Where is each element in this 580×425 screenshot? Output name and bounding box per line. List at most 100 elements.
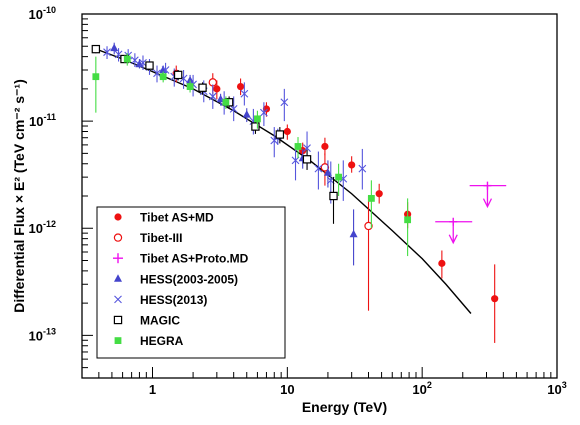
- x-tick-label: 10: [280, 382, 294, 397]
- marker-shape: [358, 164, 367, 173]
- legend-entry: Tibet AS+MD: [114, 211, 214, 225]
- legend-entry: Tibet AS+Proto.MD: [113, 252, 249, 266]
- marker-shape: [103, 48, 111, 57]
- series-magic: [91, 44, 338, 224]
- marker-shape: [186, 83, 194, 91]
- marker-shape: [303, 144, 311, 152]
- data-point: [236, 83, 245, 91]
- marker-shape: [173, 70, 183, 80]
- data-point: [335, 173, 342, 181]
- data-point: [375, 190, 383, 198]
- data-point: [491, 295, 499, 303]
- data-point: [321, 142, 329, 151]
- legend-entry: Tibet-III: [113, 231, 182, 245]
- data-point: [320, 163, 330, 172]
- data-point: [449, 217, 458, 226]
- data-point: [153, 69, 161, 78]
- data-point: [259, 108, 268, 117]
- marker-shape: [213, 85, 221, 93]
- marker-shape: [229, 105, 238, 113]
- marker-shape: [159, 73, 167, 81]
- data-point: [294, 143, 302, 150]
- data-point: [254, 115, 261, 123]
- data-point: [302, 155, 312, 164]
- marker-shape: [123, 55, 131, 63]
- marker-shape: [113, 233, 123, 242]
- data-point: [438, 259, 446, 267]
- data-point: [280, 98, 289, 107]
- data-point: [404, 216, 412, 224]
- data-point: [348, 161, 356, 169]
- marker-shape: [236, 83, 245, 91]
- data-point: [173, 70, 183, 80]
- legend-label: HEGRA: [140, 334, 184, 348]
- legend-entry: MAGIC: [113, 314, 180, 328]
- legend-label: Tibet AS+Proto.MD: [140, 252, 249, 266]
- legend-marker: [114, 274, 122, 282]
- series-hegra: [92, 53, 412, 257]
- marker-shape: [208, 92, 217, 101]
- marker-shape: [302, 155, 312, 164]
- legend-marker: [114, 213, 122, 221]
- legend-label: HESS(2013): [140, 293, 207, 307]
- legend-marker: [114, 295, 122, 304]
- data-point: [323, 168, 332, 176]
- data-point: [198, 83, 207, 92]
- marker-shape: [320, 163, 330, 172]
- series-tibet-iii: [208, 73, 373, 311]
- data-point: [251, 122, 260, 131]
- marker-shape: [314, 164, 323, 173]
- marker-shape: [242, 110, 251, 118]
- y-tick-label: 10-10: [29, 5, 56, 22]
- data-point: [222, 98, 230, 106]
- marker-shape: [339, 174, 348, 183]
- marker-shape: [491, 295, 499, 303]
- marker-shape: [153, 69, 161, 78]
- marker-shape: [186, 75, 195, 84]
- legend-label: Tibet AS+MD: [140, 211, 214, 225]
- data-point: [367, 194, 375, 202]
- series-hess-2013-: [103, 46, 367, 204]
- legend-marker: [113, 233, 123, 242]
- y-axis-title: Differential Flux × E² (TeV cm⁻² s⁻¹): [11, 79, 27, 313]
- marker-shape: [135, 59, 144, 68]
- legend-label: Tibet-III: [140, 231, 182, 245]
- marker-shape: [251, 122, 260, 131]
- marker-shape: [404, 216, 412, 224]
- legend-marker: [114, 337, 122, 344]
- marker-shape: [114, 274, 122, 282]
- marker-shape: [114, 337, 122, 344]
- data-point: [92, 73, 100, 81]
- data-point: [186, 75, 195, 84]
- marker-shape: [262, 105, 271, 113]
- marker-shape: [323, 168, 332, 176]
- data-point: [91, 44, 101, 54]
- data-point: [483, 181, 492, 190]
- upper-limit-head: [448, 234, 458, 245]
- marker-shape: [349, 229, 358, 238]
- marker-shape: [198, 83, 207, 92]
- legend-entry: HEGRA: [114, 334, 184, 348]
- marker-shape: [130, 56, 139, 65]
- marker-shape: [283, 127, 291, 136]
- legend: Tibet AS+MD Tibet-III Tibet AS+Proto.MD HES…: [96, 206, 286, 359]
- legend-label: HESS(2003-2005): [140, 272, 238, 286]
- data-point: [208, 92, 217, 101]
- marker-shape: [438, 259, 446, 267]
- data-point: [358, 164, 367, 173]
- data-point: [103, 48, 111, 57]
- marker-shape: [348, 161, 356, 169]
- marker-shape: [254, 115, 261, 123]
- series-tibet-as-proto-md: [435, 181, 507, 245]
- upper-limit-head: [482, 198, 493, 209]
- y-tick-label: 10-12: [29, 219, 56, 236]
- marker-shape: [179, 74, 188, 83]
- marker-shape: [275, 130, 285, 139]
- marker-shape: [222, 98, 230, 106]
- marker-shape: [139, 58, 147, 67]
- marker-shape: [329, 191, 338, 201]
- data-point: [349, 229, 358, 238]
- legend-label: MAGIC: [140, 314, 180, 328]
- legend-entry: HESS(2013): [114, 293, 207, 307]
